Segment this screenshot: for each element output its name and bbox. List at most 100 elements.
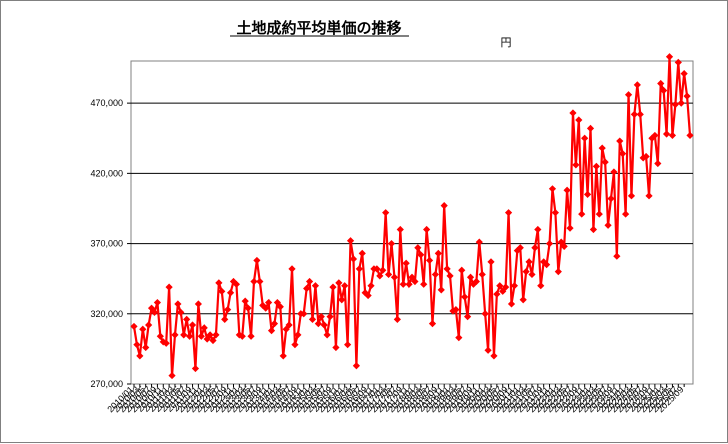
data-point (683, 92, 691, 100)
data-point (150, 308, 159, 316)
data-point (191, 364, 200, 373)
data-point (461, 293, 469, 301)
data-point (226, 289, 235, 297)
data-point (589, 225, 598, 234)
data-point (437, 286, 445, 294)
data-point (496, 282, 504, 290)
data-point (133, 341, 141, 349)
data-point (522, 268, 530, 276)
data-point (654, 159, 662, 168)
y-tick-label: 320,000 (90, 309, 123, 319)
data-point (686, 131, 694, 140)
data-point (519, 296, 527, 304)
data-point (326, 312, 334, 321)
data-point (572, 161, 580, 169)
y-tick-label: 370,000 (90, 239, 123, 249)
data-point (607, 195, 615, 203)
data-point (627, 192, 636, 200)
data-point (373, 265, 381, 273)
data-point (493, 290, 501, 298)
unit-label: 円 (501, 36, 512, 49)
data-point (566, 224, 574, 232)
data-point (516, 244, 524, 252)
data-point (665, 53, 674, 61)
data-point (405, 280, 413, 288)
data-point (194, 300, 202, 308)
data-point (244, 304, 252, 312)
data-point (168, 371, 176, 380)
data-point (569, 109, 577, 117)
data-point (221, 315, 229, 323)
y-axis-ticks: 270,000 320,000 370,000 420,000 470,000 (90, 98, 131, 389)
data-point (382, 209, 390, 217)
data-point (344, 341, 352, 349)
y-tick-label: 470,000 (90, 98, 123, 108)
data-point (156, 332, 164, 340)
data-point (633, 81, 641, 89)
data-point (671, 100, 679, 109)
data-point (528, 270, 536, 279)
data-point (320, 321, 328, 329)
y-tick-label: 270,000 (90, 379, 123, 389)
data-point (200, 324, 208, 332)
data-point (604, 221, 612, 229)
x-axis-ticks: 2010/012010/032010/052010/072010/092010/… (105, 384, 686, 414)
data-point (232, 280, 241, 288)
data-point (475, 238, 483, 246)
data-point (203, 335, 211, 343)
data-point (180, 331, 188, 339)
data-point (376, 272, 384, 280)
data-point (428, 320, 437, 328)
data-point (622, 210, 630, 218)
data-point (583, 190, 592, 199)
data-point (399, 280, 407, 288)
data-point (598, 144, 606, 152)
data-point (613, 252, 621, 260)
data-point (510, 282, 519, 290)
data-point (645, 192, 653, 200)
data-point (241, 297, 249, 305)
data-point (581, 134, 589, 142)
data-point (323, 331, 331, 339)
data-point (188, 321, 197, 329)
data-point (434, 249, 442, 257)
data-point (346, 237, 355, 245)
data-point (177, 308, 185, 316)
data-point (595, 210, 603, 218)
data-point (291, 341, 299, 349)
data-point (411, 277, 419, 286)
data-point (384, 270, 393, 279)
data-point (218, 287, 226, 295)
data-point (540, 258, 548, 266)
data-point (478, 270, 486, 279)
data-point (355, 265, 363, 273)
data-point (212, 331, 220, 339)
data-point (660, 86, 668, 95)
data-point (253, 256, 261, 265)
chart-title: 土地成約平均単価の推移 (236, 19, 401, 37)
data-point (276, 303, 284, 311)
data-point (537, 282, 545, 290)
data-point (619, 150, 627, 158)
data-point (352, 362, 360, 370)
data-point (282, 325, 290, 333)
data-point (329, 283, 337, 291)
data-point (490, 352, 498, 360)
data-point (197, 332, 205, 340)
data-point (396, 225, 404, 234)
data-point (554, 268, 562, 276)
data-point (616, 137, 624, 145)
data-point (452, 305, 460, 314)
y-tick-label: 420,000 (90, 168, 123, 178)
data-point (455, 334, 463, 342)
data-point (186, 332, 194, 340)
data-point (668, 131, 677, 140)
data-point (305, 277, 314, 286)
data-point (586, 124, 595, 133)
data-point (285, 321, 293, 329)
data-point (367, 282, 375, 290)
data-point (624, 91, 633, 99)
data-point (317, 312, 325, 321)
